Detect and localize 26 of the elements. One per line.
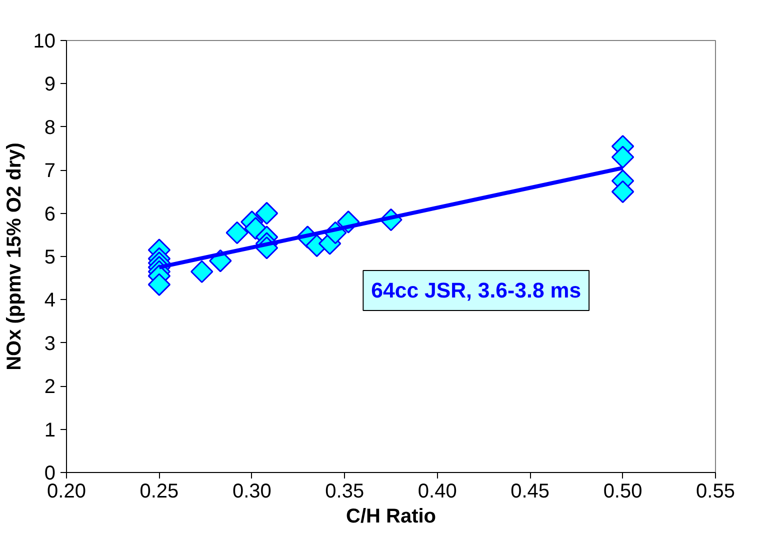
y-tick-label: 4 bbox=[44, 290, 56, 312]
x-tick-label: 0.55 bbox=[696, 480, 735, 502]
annotation: 64cc JSR, 3.6-3.8 ms bbox=[371, 278, 582, 302]
x-tick-label: 0.35 bbox=[325, 480, 364, 502]
y-tick-label: 7 bbox=[44, 160, 56, 182]
point bbox=[190, 260, 214, 283]
x-axis-title: C/H Ratio bbox=[346, 506, 436, 528]
x-tick-label: 0.40 bbox=[418, 480, 457, 502]
point bbox=[255, 202, 278, 225]
y-tick-label: 9 bbox=[44, 74, 56, 96]
x-tick-label: 0.25 bbox=[140, 480, 179, 502]
point bbox=[226, 221, 248, 244]
y-tick-label: 8 bbox=[44, 116, 56, 139]
x-tick-label: 0.45 bbox=[510, 480, 550, 502]
y-tick-label: 1 bbox=[44, 419, 56, 442]
point bbox=[148, 273, 171, 296]
y-tick-label: 3 bbox=[44, 332, 56, 355]
y-tick-label: 2 bbox=[44, 376, 56, 398]
y-axis-title: NOx (ppmv 15% O2 dry) bbox=[3, 142, 26, 370]
x-tick-label: 0.30 bbox=[232, 480, 272, 502]
y-tick-label: 10 bbox=[33, 30, 56, 52]
point bbox=[611, 146, 634, 168]
point bbox=[611, 180, 634, 204]
y-tick-label: 5 bbox=[44, 246, 56, 268]
y-tick-label: 6 bbox=[44, 203, 56, 226]
x-tick-label: 0.50 bbox=[603, 480, 642, 502]
